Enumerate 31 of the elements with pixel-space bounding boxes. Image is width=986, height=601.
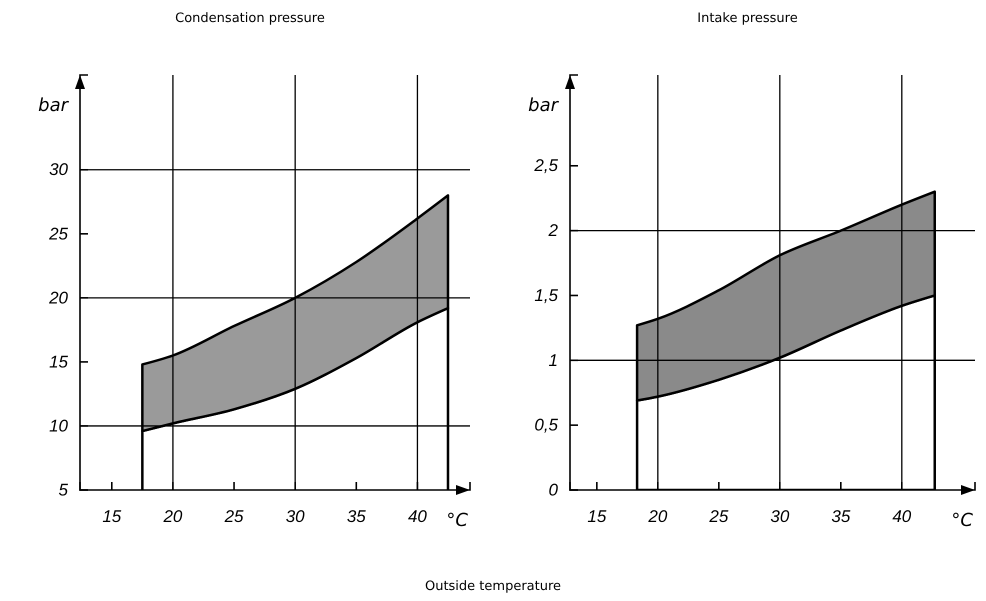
x-tick-label: 40 bbox=[408, 507, 428, 526]
y-tick-label: 0,5 bbox=[534, 416, 559, 435]
x-axis-title: °C bbox=[951, 510, 974, 531]
y-tick-label: 1 bbox=[548, 350, 558, 370]
y-tick-label: 20 bbox=[48, 288, 69, 308]
y-axis-title: bar bbox=[38, 95, 70, 116]
y-tick-label: 2 bbox=[548, 221, 559, 240]
x-tick-label: 20 bbox=[162, 507, 183, 526]
y-tick-label: 0 bbox=[548, 480, 559, 500]
x-axis-title: °C bbox=[446, 510, 468, 531]
x-tick-label: 25 bbox=[708, 507, 729, 526]
y-tick-label: 30 bbox=[49, 160, 69, 180]
y-tick-label: 10 bbox=[49, 416, 69, 436]
y-tick-label: 5 bbox=[58, 480, 69, 500]
x-tick-label: 15 bbox=[102, 507, 122, 526]
x-tick-label: 35 bbox=[346, 507, 366, 526]
x-tick-label: 20 bbox=[647, 507, 668, 526]
y-tick-label: 2,5 bbox=[533, 156, 559, 176]
y-axis-title: bar bbox=[528, 95, 560, 116]
x-tick-label: 30 bbox=[286, 507, 306, 526]
text: Outside temperature bbox=[424, 579, 562, 594]
y-tick-label: 25 bbox=[48, 224, 69, 244]
x-tick-label: 40 bbox=[892, 507, 912, 526]
x-tick-label: 35 bbox=[831, 507, 851, 526]
y-tick-label: 1,5 bbox=[534, 286, 559, 305]
chart-title: Condensation pressure bbox=[175, 11, 325, 26]
y-tick-label: 15 bbox=[49, 352, 69, 372]
x-tick-label: 30 bbox=[770, 507, 790, 526]
x-tick-label: 15 bbox=[587, 507, 607, 526]
chart-title: Intake pressure bbox=[697, 11, 798, 26]
x-tick-label: 25 bbox=[224, 507, 244, 526]
